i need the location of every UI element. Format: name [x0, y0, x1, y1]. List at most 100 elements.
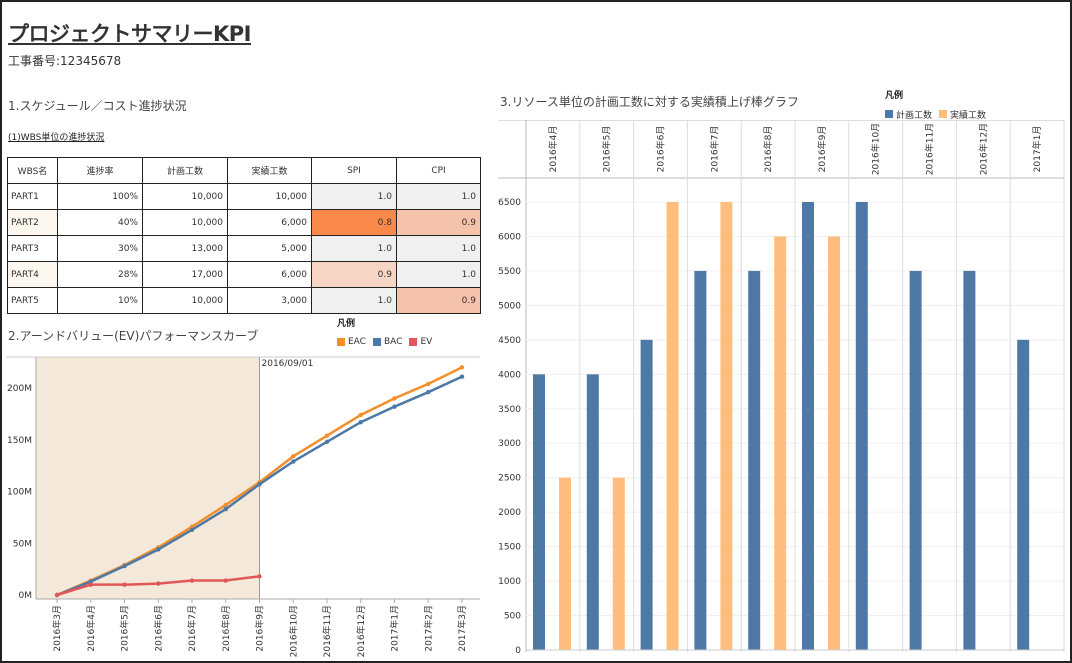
column-header-label: 2016年11月: [924, 123, 936, 175]
bar-actual: [559, 477, 571, 650]
actual-hours-cell: 6,000: [227, 209, 312, 236]
table-header-cell: 計画工数: [142, 157, 228, 184]
y-tick-label: 150M: [7, 436, 32, 446]
series-point-bac: [358, 419, 363, 425]
y-tick-label: 0: [515, 646, 521, 656]
column-header-label: 2016年5月: [601, 126, 613, 173]
legend-item[interactable]: EV: [409, 337, 432, 347]
section-1-subheading[interactable]: (1)WBS単位の進捗状況: [8, 133, 105, 143]
y-tick-label: 50M: [13, 539, 32, 549]
bar-plan: [748, 270, 761, 650]
column-header-label: 2016年6月: [655, 126, 667, 173]
progress-cell: 30%: [57, 235, 143, 262]
x-tick-label: 2016年12月: [355, 605, 367, 657]
table-header-cell: SPI: [311, 157, 397, 184]
x-tick-label: 2016年3月: [51, 605, 63, 652]
section-3-heading: 3.リソース単位の計画工数に対する実績積上げ棒グラフ: [500, 95, 799, 109]
series-point-eac: [324, 433, 330, 438]
legend-label: EAC: [348, 337, 366, 347]
wbs-name-cell: PART5: [7, 287, 58, 314]
y-tick-label: 2500: [498, 474, 521, 484]
bar-actual: [666, 202, 679, 650]
bar-plan: [963, 270, 976, 650]
y-tick-label: 200M: [7, 384, 32, 394]
table-row: PART1 100% 10,000 10,000 1.0 1.0: [7, 183, 481, 210]
table-header-cell: WBS名: [7, 157, 58, 184]
resource-legend-title: 凡例: [885, 91, 904, 101]
series-point-eac: [358, 412, 363, 418]
bar-plan: [802, 202, 814, 650]
legend-item[interactable]: 実績工数: [939, 108, 986, 121]
y-tick-label: 2000: [498, 508, 521, 518]
cpi-cell: 1.0: [396, 235, 481, 262]
table-header-cell: 実績工数: [227, 157, 312, 184]
series-point-eac: [426, 381, 431, 387]
y-tick-label: 1500: [498, 543, 521, 553]
table-header-cell: 進捗率: [57, 157, 143, 184]
wbs-name-cell: PART4: [7, 261, 58, 288]
progress-cell: 28%: [57, 261, 143, 288]
bar-plan: [909, 270, 922, 650]
legend-swatch: [337, 338, 345, 346]
series-point-bac: [324, 439, 330, 445]
bar-plan: [855, 202, 868, 650]
legend-item[interactable]: EAC: [337, 337, 366, 347]
series-point-ev: [156, 581, 161, 586]
series-point-bac: [156, 547, 161, 552]
series-point-bac: [257, 482, 262, 487]
legend-item[interactable]: 計画工数: [885, 108, 932, 121]
legend-swatch: [409, 338, 418, 346]
column-header-label: 2016年10月: [870, 123, 882, 175]
x-tick-label: 2016年8月: [220, 605, 232, 652]
plan-hours-cell: 17,000: [142, 261, 228, 288]
wbs-name-cell: PART3: [7, 235, 58, 262]
series-point-ev: [257, 574, 262, 579]
legend-item[interactable]: BAC: [372, 337, 403, 347]
x-tick-label: 2016年10月: [287, 605, 299, 657]
series-point-eac: [291, 454, 296, 459]
bar-actual: [612, 477, 625, 650]
y-tick-label: 3500: [498, 405, 521, 415]
series-point-ev: [54, 592, 60, 598]
wbs-name-cell: PART2: [7, 209, 58, 236]
bar-plan: [586, 374, 599, 650]
legend-label: 実績工数: [950, 110, 987, 121]
y-tick-label: 6000: [498, 232, 521, 242]
reference-label: 2016/09/01: [262, 359, 314, 369]
ev-legend-title: 凡例: [337, 319, 356, 329]
y-tick-label: 1000: [498, 577, 521, 587]
x-tick-label: 2016年5月: [119, 605, 131, 652]
cpi-cell: 0.9: [396, 209, 481, 236]
legend-swatch: [372, 338, 381, 346]
column-header-label: 2016年4月: [547, 126, 559, 173]
y-tick-label: 0M: [19, 591, 33, 601]
series-point-ev: [88, 582, 93, 587]
series-point-bac: [392, 404, 397, 409]
plan-hours-cell: 10,000: [142, 209, 228, 236]
series-point-bac: [459, 374, 465, 379]
bar-actual: [828, 236, 840, 650]
spi-cell: 1.0: [311, 287, 397, 314]
spi-cell: 1.0: [311, 183, 397, 210]
spi-cell: 0.9: [311, 261, 397, 288]
ev-performance-chart: 2016/09/01 0M 50M 100M 150M 200M 2016年3月 2016年4…: [6, 356, 480, 657]
progress-cell: 40%: [57, 209, 143, 236]
bar-plan: [694, 270, 707, 650]
x-tick-label: 2017年1月: [389, 605, 401, 652]
series-point-eac: [392, 396, 397, 401]
legend-label: BAC: [383, 337, 403, 347]
y-tick-label: 5000: [498, 301, 521, 311]
cpi-cell: 1.0: [396, 183, 481, 210]
column-header-label: 2017年1月: [1031, 126, 1043, 173]
actual-hours-cell: 10,000: [227, 183, 312, 210]
actual-hours-cell: 5,000: [227, 235, 312, 262]
section-2-heading: 2.アーンドバリュー(EV)パフォーマンスカーブ: [8, 329, 259, 343]
legend-swatch: [939, 110, 948, 118]
plan-hours-cell: 10,000: [142, 183, 228, 210]
spi-cell: 0.8: [311, 209, 397, 236]
x-tick-label: 2017年3月: [456, 605, 468, 652]
page-title: プロジェクトサマリーKPI: [8, 22, 251, 46]
x-tick-label: 2016年6月: [152, 605, 164, 652]
y-tick-label: 4500: [498, 336, 521, 346]
series-point-bac: [223, 506, 228, 512]
